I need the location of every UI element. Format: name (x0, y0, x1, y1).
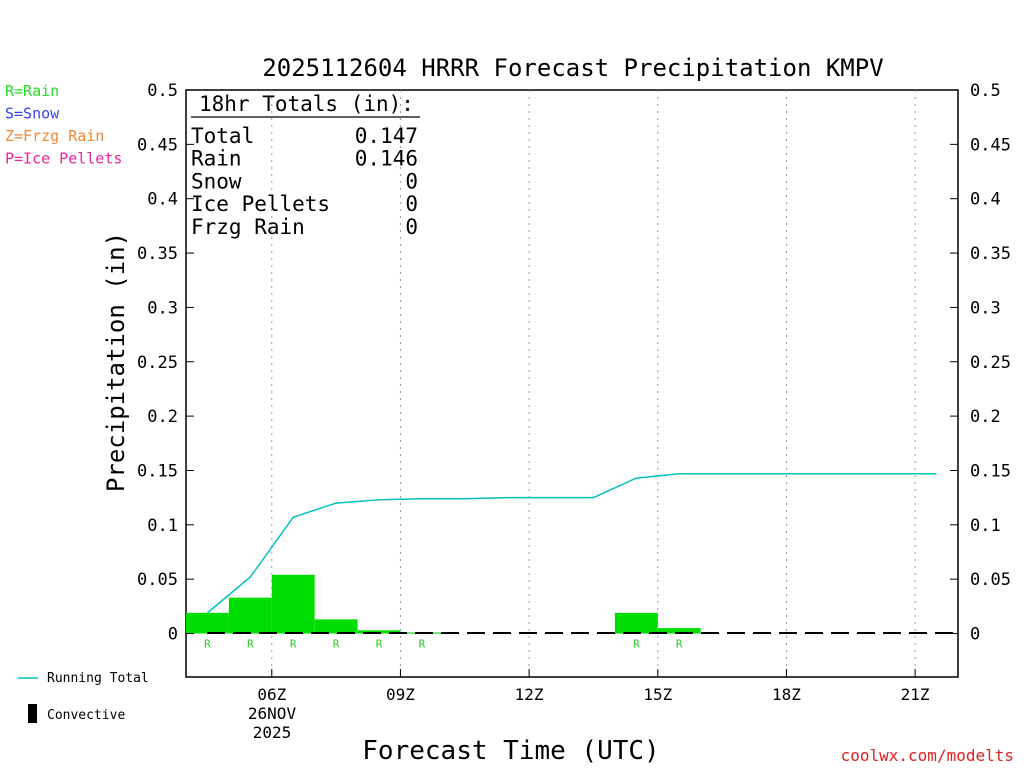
plot-frame (185, 89, 959, 678)
totals-row-value: 0.147 (355, 124, 418, 148)
y-tick-label-right: 0.4 (970, 190, 1001, 210)
y-tick-label-left: 0.5 (147, 81, 178, 101)
precip-type-label: R (204, 638, 211, 651)
precip-bar (271, 574, 315, 634)
y-tick-label-right: 0.2 (970, 407, 1001, 427)
totals-row-label: Snow (191, 169, 242, 193)
x-axis: 06Z 09Z 12Z 15Z 18Z 21Z (257, 669, 930, 704)
y-tick-label-left: 0.3 (147, 298, 178, 318)
precip-bar (186, 612, 229, 634)
precip-bar (657, 628, 701, 634)
y-tick-label-right: 0.05 (970, 570, 1011, 590)
precip-bar (614, 612, 658, 634)
precip-type-label: R (333, 638, 340, 651)
totals-row-label: Ice Pellets (191, 192, 330, 216)
precip-type-legend-item: R=Rain (5, 82, 59, 100)
y-tick-label-left: 0.25 (137, 353, 178, 373)
running-total-line (206, 472, 937, 614)
precip-type-label: R (247, 638, 254, 651)
totals-row-value: 0 (405, 192, 418, 216)
date-line-2: 2025 (253, 723, 292, 742)
totals-row-value: 0.146 (355, 147, 418, 171)
x-tick-label: 18Z (772, 685, 801, 704)
precip-bar (357, 630, 401, 634)
totals-row-value: 0 (405, 215, 418, 239)
x-tick-label: 06Z (257, 685, 286, 704)
y-tick-label-left: 0.2 (147, 407, 178, 427)
y-tick-label-right: 0.5 (970, 81, 1001, 101)
y-tick-label-right: 0 (970, 625, 980, 645)
x-tick-label: 21Z (901, 685, 930, 704)
y-axis-right: 0 0.05 0.1 0.15 0.2 0.25 0.3 0.35 0.4 0.45 0.5 (950, 81, 1011, 645)
totals-row-label: Rain (191, 147, 242, 171)
y-tick-label-right: 0.25 (970, 353, 1011, 373)
x-axis-title: Forecast Time (UTC) (362, 736, 659, 766)
y-tick-label-right: 0.45 (970, 135, 1011, 155)
y-tick-label-left: 0.1 (147, 516, 178, 536)
totals-rows: Total 0.147 Rain 0.146 Snow 0 Ice Pellets 0 Frzg… (191, 124, 418, 239)
convective-legend-swatch (28, 704, 37, 723)
chart-title: 2025112604 HRRR Forecast Precipitation K… (262, 54, 883, 82)
running-total-legend-label: Running Total (47, 671, 149, 686)
precip-type-legend: R=Rain S=Snow Z=Frzg Rain P=Ice Pellets (5, 82, 122, 168)
totals-box: 18hr Totals (in): Total 0.147 Rain 0.146 Sno… (191, 92, 420, 239)
precip-type-label: R (290, 638, 297, 651)
precip-type-label: R (376, 638, 383, 651)
date-line-1: 26NOV (248, 704, 297, 723)
precip-type-legend-item: Z=Frzg Rain (5, 127, 104, 145)
precip-type-label: R (633, 638, 640, 651)
y-tick-label-left: 0 (168, 625, 178, 645)
x-tick-label: 15Z (643, 685, 672, 704)
precip-type-label: R (676, 638, 683, 651)
y-tick-label-left: 0.05 (137, 570, 178, 590)
precip-type-label: R (419, 638, 426, 651)
totals-row-label: Frzg Rain (191, 215, 305, 239)
totals-row-label: Total (191, 124, 254, 148)
y-tick-label-right: 0.15 (970, 461, 1011, 481)
y-tick-label-left: 0.45 (137, 135, 178, 155)
y-tick-label-right: 0.35 (970, 244, 1011, 264)
y-axis-title: Precipitation (in) (102, 232, 130, 492)
precip-type-legend-item: P=Ice Pellets (5, 150, 122, 168)
precip-bar (314, 619, 358, 634)
precip-type-legend-item: S=Snow (5, 105, 60, 123)
y-tick-label-left: 0.15 (137, 461, 178, 481)
hourly-precip-bars (186, 574, 701, 634)
x-tick-label: 09Z (386, 685, 415, 704)
totals-row-value: 0 (405, 169, 418, 193)
y-tick-label-left: 0.4 (147, 190, 178, 210)
totals-header: 18hr Totals (in): (199, 92, 414, 116)
x-tick-label: 12Z (515, 685, 544, 704)
y-tick-label-left: 0.35 (137, 244, 178, 264)
y-axis-left: 0 0.05 0.1 0.15 0.2 0.25 0.3 0.35 0.4 0.45 0.5 (137, 81, 194, 645)
site-credit: coolwx.com/modelts (841, 746, 1014, 765)
convective-legend-label: Convective (47, 708, 125, 723)
y-tick-label-right: 0.1 (970, 516, 1001, 536)
precip-bar (228, 597, 272, 634)
vertical-gridlines (271, 90, 916, 677)
y-tick-label-right: 0.3 (970, 298, 1001, 318)
